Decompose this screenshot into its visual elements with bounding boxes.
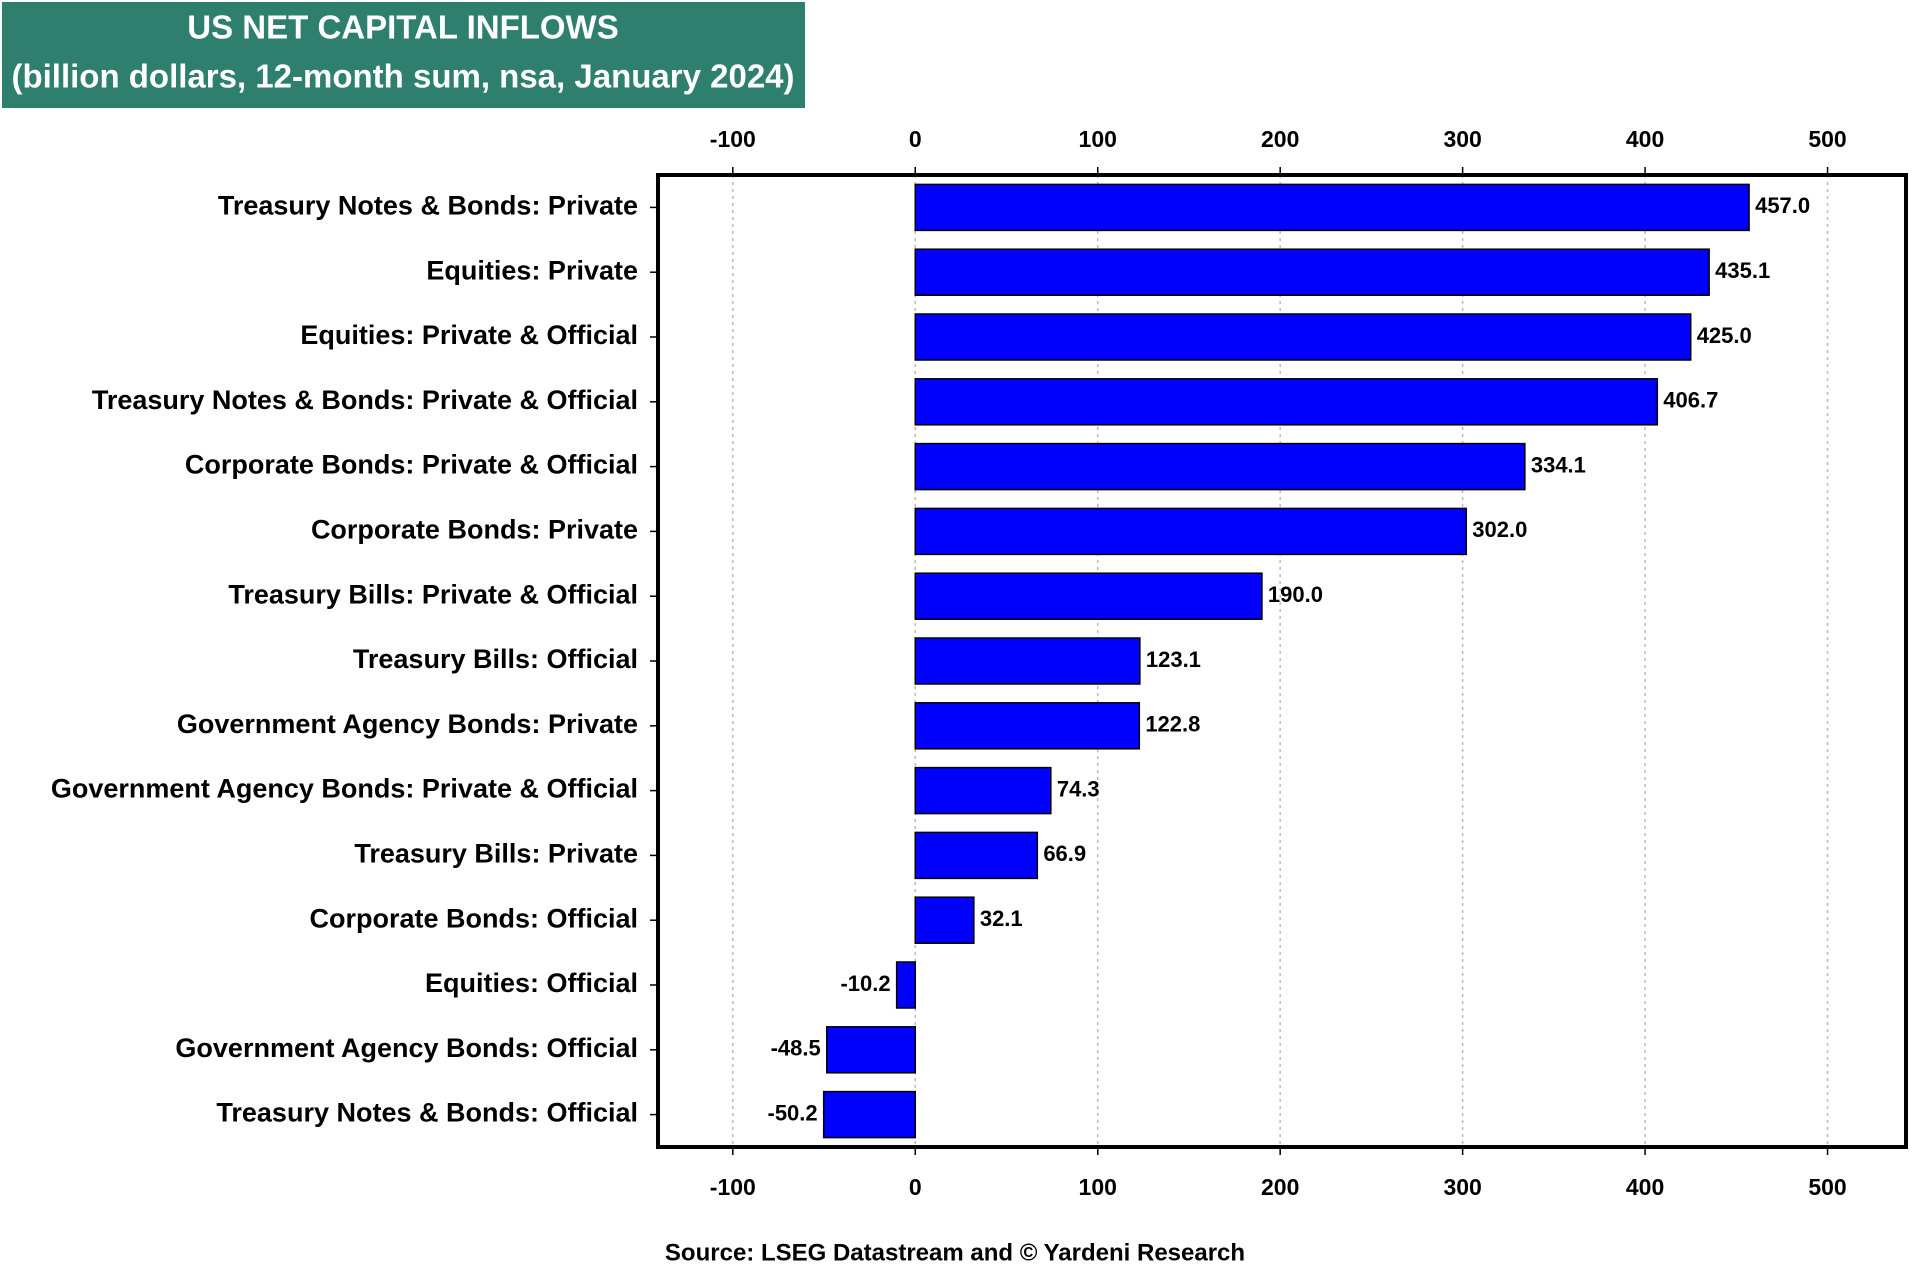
bar [914, 702, 1141, 750]
bar [914, 896, 975, 944]
data-label: -10.2 [840, 971, 890, 996]
data-label: 302.0 [1472, 517, 1527, 542]
x-tick-label: 0 [909, 1174, 922, 1200]
x-tick-label: -100 [710, 126, 756, 152]
y-tick-label: Corporate Bonds: Private & Official [185, 450, 638, 480]
x-tick-label: 100 [1079, 126, 1117, 152]
x-tick-label: 300 [1443, 126, 1481, 152]
x-tick-label: 200 [1261, 126, 1299, 152]
source: Source: LSEG Datastream and © Yardeni Re… [665, 1239, 1245, 1266]
x-tick-label: 200 [1261, 1174, 1299, 1200]
bar [914, 766, 1052, 815]
y-tick-label: Treasury Notes & Bonds: Private & Offici… [92, 385, 638, 415]
bar [914, 442, 1526, 491]
bar [914, 637, 1141, 685]
y-tick-label: Government Agency Bonds: Private & Offic… [51, 774, 638, 804]
data-label: 435.1 [1715, 258, 1770, 283]
x-tick-label: 100 [1079, 1174, 1117, 1200]
data-label: 74.3 [1057, 776, 1100, 801]
data-label: -50.2 [768, 1100, 818, 1125]
data-label: 457.0 [1755, 193, 1810, 218]
data-label: 66.9 [1043, 841, 1086, 866]
x-tick-label: 400 [1626, 1174, 1664, 1200]
bar [826, 1026, 917, 1074]
x-tick-label: 400 [1626, 126, 1664, 152]
x-tick-label: 500 [1808, 1174, 1846, 1200]
data-label: 334.1 [1531, 452, 1586, 477]
chart-subtitle: (billion dollars, 12-month sum, nsa, Jan… [11, 58, 794, 95]
bar [914, 572, 1263, 620]
y-tick-label: Treasury Notes & Bonds: Official [216, 1098, 638, 1128]
data-label: 122.8 [1145, 712, 1200, 737]
y-tick-label: Treasury Notes & Bonds: Private [218, 191, 638, 221]
y-tick-label: Equities: Private [426, 255, 638, 285]
data-label: 406.7 [1663, 388, 1718, 413]
x-tick-label: 300 [1443, 1174, 1481, 1200]
plot-frame [656, 173, 1908, 1149]
data-label: 190.0 [1268, 582, 1323, 607]
bar [822, 1090, 917, 1139]
y-tick-label: Treasury Bills: Official [353, 644, 638, 674]
bar [914, 248, 1710, 296]
y-tick-label: Treasury Bills: Private & Official [228, 579, 638, 609]
y-tick-label: Corporate Bonds: Private [311, 515, 638, 545]
data-label: 425.0 [1697, 323, 1752, 348]
y-tick-label: Equities: Private & Official [300, 320, 638, 350]
bar [914, 313, 1692, 361]
x-tick-label: -100 [710, 1174, 756, 1200]
y-tick-label: Government Agency Bonds: Private [177, 709, 638, 739]
data-label: 32.1 [980, 906, 1023, 931]
chart-title: US NET CAPITAL INFLOWS [187, 9, 618, 46]
y-tick-label: Corporate Bonds: Official [309, 903, 638, 933]
title-box [2, 2, 805, 108]
bar [914, 831, 1039, 880]
y-tick-label: Government Agency Bonds: Official [175, 1033, 638, 1063]
bar [914, 378, 1659, 426]
data-label: 123.1 [1146, 647, 1201, 672]
y-tick-label: Treasury Bills: Private [354, 839, 638, 869]
x-tick-label: 0 [909, 126, 922, 152]
y-tick-label: Equities: Official [425, 968, 638, 998]
data-label: -48.5 [771, 1036, 821, 1061]
x-tick-label: 500 [1808, 126, 1846, 152]
bar [914, 183, 1750, 232]
bar [895, 961, 917, 1009]
bar [914, 507, 1468, 556]
